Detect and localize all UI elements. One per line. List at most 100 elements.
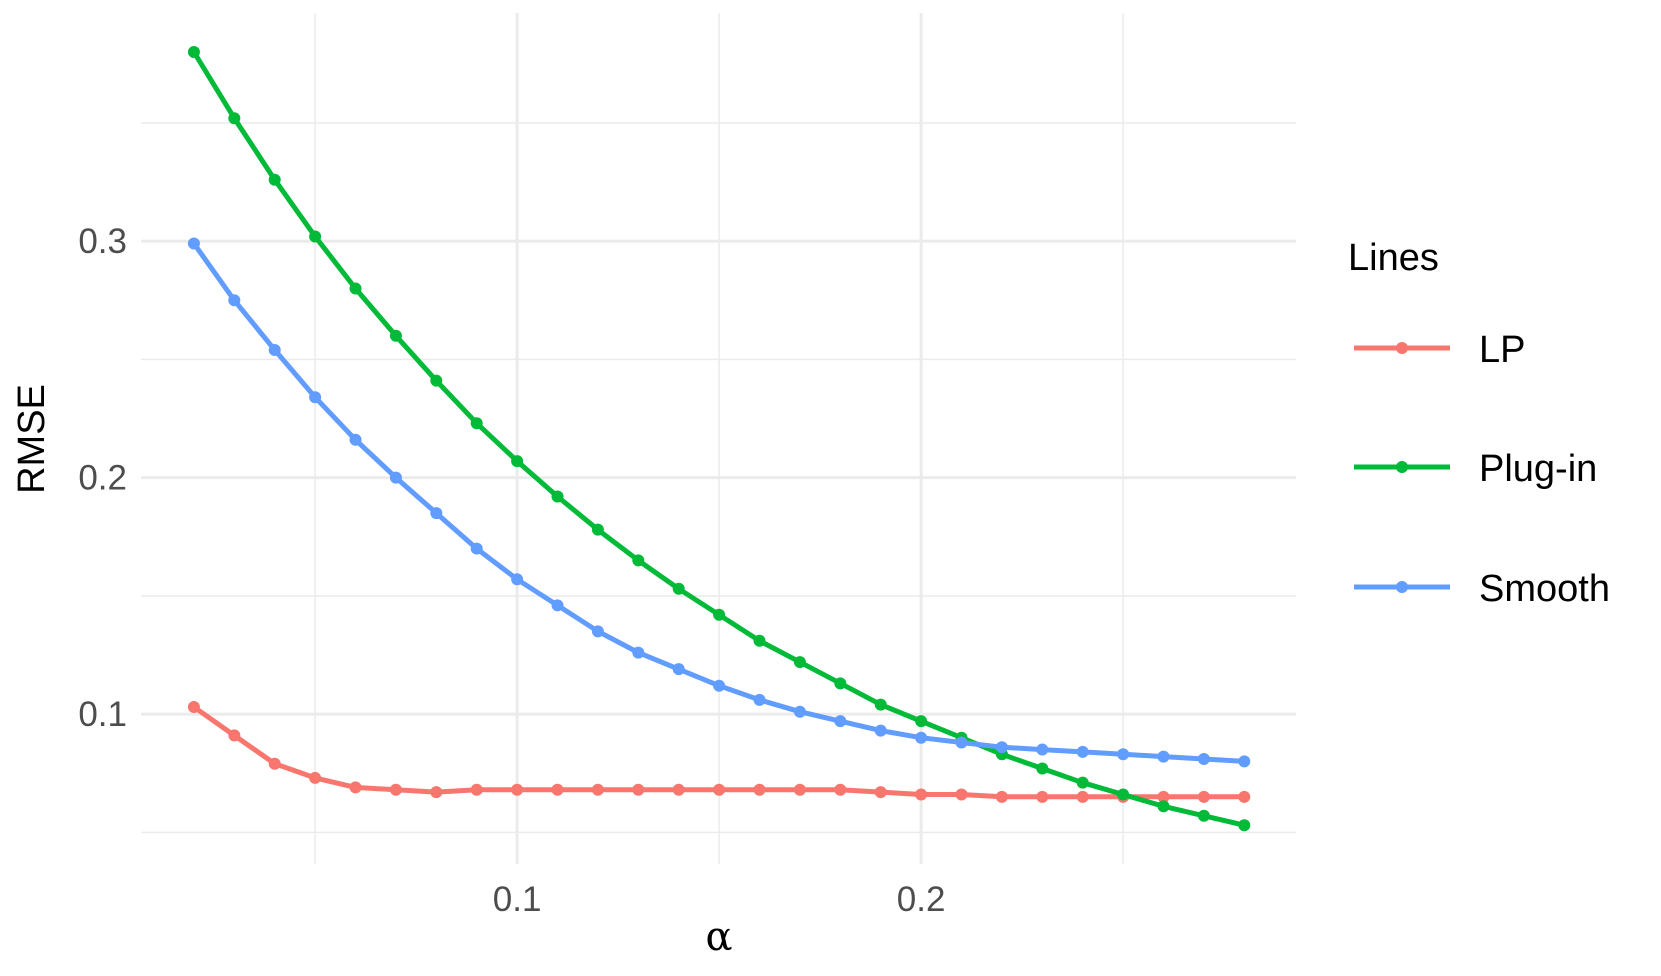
data-point	[793, 656, 806, 669]
data-point	[1197, 809, 1210, 822]
data-point	[1117, 748, 1130, 761]
data-point	[632, 646, 645, 659]
data-point	[551, 783, 564, 796]
data-point	[228, 294, 241, 307]
x-tick-label: 0.1	[493, 880, 542, 919]
data-point	[915, 715, 928, 728]
data-point	[470, 542, 483, 555]
data-point	[632, 783, 645, 796]
data-point	[1076, 776, 1089, 789]
legend-title: Lines	[1348, 237, 1439, 279]
data-point	[834, 783, 847, 796]
data-point	[1197, 753, 1210, 766]
data-point	[793, 705, 806, 718]
data-point	[672, 582, 685, 595]
series-plug-in	[187, 46, 1251, 832]
data-point	[511, 455, 524, 468]
legend-item-lp: LP	[1354, 329, 1525, 371]
minor-gridlines	[141, 13, 1296, 864]
data-point	[591, 625, 604, 638]
data-point	[389, 471, 402, 484]
data-point	[1157, 750, 1170, 763]
data-point	[1238, 790, 1251, 803]
data-point	[470, 783, 483, 796]
data-point	[1117, 788, 1130, 801]
legend: Lines LP Plug-in Smooth	[1348, 237, 1610, 610]
data-point	[834, 677, 847, 690]
data-point	[1157, 790, 1170, 803]
legend-item-plug-in: Plug-in	[1354, 448, 1597, 490]
data-point	[268, 173, 281, 186]
series-smooth	[187, 237, 1251, 768]
data-point	[1157, 800, 1170, 813]
data-point	[995, 741, 1008, 754]
data-point	[187, 46, 200, 59]
data-point	[187, 700, 200, 713]
legend-key-point	[1396, 342, 1408, 354]
data-point	[228, 729, 241, 742]
data-point	[713, 679, 726, 692]
data-point	[309, 391, 322, 404]
y-axis-title: RMSE	[11, 384, 53, 494]
data-point	[995, 790, 1008, 803]
data-point	[349, 781, 362, 794]
data-point	[349, 433, 362, 446]
y-axis-tick-labels: 0.1 0.2 0.3	[78, 222, 127, 734]
x-axis-title: α	[705, 914, 732, 960]
data-point	[672, 663, 685, 676]
legend-key-point	[1396, 581, 1408, 593]
data-point	[1238, 755, 1251, 768]
data-point	[915, 731, 928, 744]
data-point	[1076, 745, 1089, 758]
data-point	[430, 374, 443, 387]
data-point	[874, 786, 887, 799]
data-point	[1238, 819, 1251, 832]
data-point	[955, 788, 968, 801]
data-point	[753, 634, 766, 647]
data-point	[591, 523, 604, 536]
legend-item-smooth: Smooth	[1354, 568, 1610, 610]
y-tick-label: 0.3	[78, 222, 127, 261]
data-point	[1036, 790, 1049, 803]
data-point	[511, 573, 524, 586]
data-point	[1197, 790, 1210, 803]
data-point	[430, 507, 443, 520]
data-point	[915, 788, 928, 801]
data-point	[753, 693, 766, 706]
data-point	[672, 783, 685, 796]
x-tick-label: 0.2	[897, 880, 946, 919]
data-point	[268, 343, 281, 356]
data-point	[1076, 790, 1089, 803]
series-lines	[187, 46, 1251, 832]
data-point	[793, 783, 806, 796]
data-point	[1036, 762, 1049, 775]
data-point	[430, 786, 443, 799]
data-point	[753, 783, 766, 796]
data-point	[713, 608, 726, 621]
legend-label: Plug-in	[1479, 448, 1597, 490]
data-point	[389, 783, 402, 796]
data-point	[955, 736, 968, 749]
data-point	[551, 490, 564, 503]
series-lp	[187, 700, 1251, 803]
x-axis-tick-labels: 0.1 0.2	[493, 880, 946, 919]
data-point	[511, 783, 524, 796]
data-point	[713, 783, 726, 796]
legend-label: LP	[1479, 329, 1525, 371]
data-point	[834, 715, 847, 728]
data-point	[268, 757, 281, 770]
y-tick-label: 0.1	[78, 695, 127, 734]
data-point	[349, 282, 362, 295]
data-point	[874, 724, 887, 737]
data-point	[309, 771, 322, 784]
data-point	[1036, 743, 1049, 756]
data-point	[551, 599, 564, 612]
data-point	[187, 237, 200, 250]
data-point	[874, 698, 887, 711]
legend-key-point	[1396, 461, 1408, 473]
data-point	[389, 329, 402, 342]
data-point	[228, 112, 241, 125]
y-tick-label: 0.2	[78, 459, 127, 498]
data-point	[632, 554, 645, 567]
